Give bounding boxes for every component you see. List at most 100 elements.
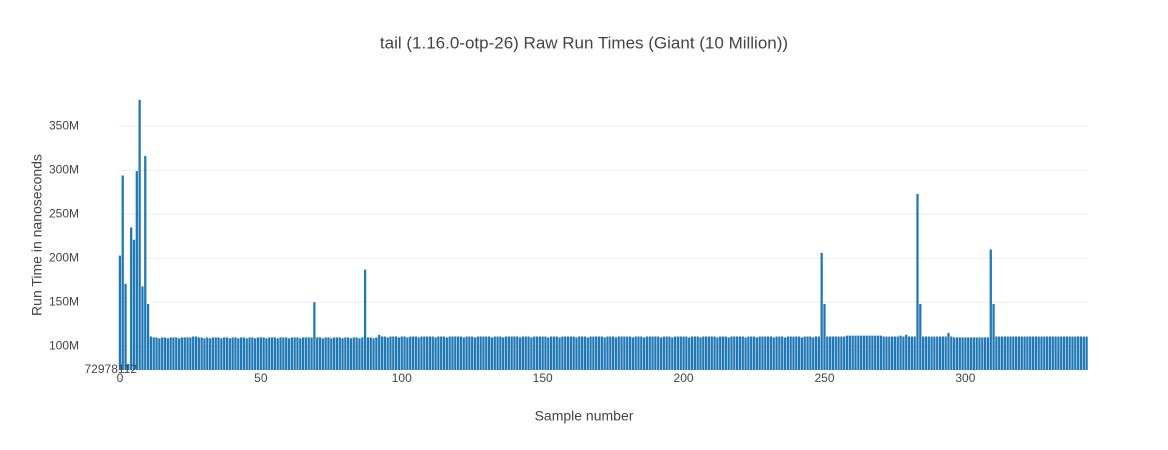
bar [299, 338, 302, 370]
y-tick-label: 150M [49, 294, 79, 308]
bar [437, 336, 440, 370]
bar [899, 335, 902, 370]
bar [955, 337, 959, 370]
bar [631, 337, 634, 370]
bar [366, 337, 370, 370]
bar [417, 337, 420, 370]
bar [1065, 336, 1068, 370]
bar [885, 336, 888, 370]
bar [1074, 336, 1077, 370]
bar [693, 336, 696, 370]
bar [231, 337, 234, 370]
bar [806, 336, 809, 370]
bar [775, 336, 778, 370]
bar [270, 337, 274, 370]
bar [580, 336, 584, 370]
bar [1071, 336, 1074, 370]
bar [1000, 336, 1004, 370]
bar [1060, 336, 1063, 370]
x-tick-label: 100 [392, 371, 412, 385]
bar [1006, 336, 1009, 370]
bar [138, 99, 141, 370]
bar [876, 335, 880, 370]
bar [905, 334, 908, 370]
bar [637, 336, 640, 370]
bar [313, 302, 316, 370]
bar [1034, 336, 1037, 370]
bar [200, 337, 203, 370]
bar [389, 336, 392, 370]
bar [1015, 336, 1018, 370]
bar [978, 337, 981, 370]
bar [214, 337, 217, 370]
bar [293, 337, 296, 370]
bar [1003, 336, 1006, 370]
bar [1040, 336, 1043, 370]
bar [194, 336, 198, 370]
bar [166, 338, 169, 370]
bar [192, 336, 195, 370]
bar [471, 336, 474, 370]
bar [871, 335, 874, 370]
bar [910, 336, 913, 370]
bar [127, 363, 130, 370]
tick-labels: 72978112 100M 150M 200M 250M 300M 350M 0 50 100 15… [49, 118, 976, 385]
bar [913, 336, 916, 370]
bar [848, 335, 851, 370]
bar [623, 336, 626, 370]
bar [628, 336, 632, 370]
bar [834, 336, 837, 370]
bar [1037, 336, 1040, 370]
bar [783, 337, 787, 370]
bar [425, 336, 429, 370]
bar [445, 337, 448, 370]
bar [217, 337, 220, 370]
bar [809, 336, 812, 370]
bar [882, 336, 885, 370]
bar [789, 336, 792, 370]
bar [879, 335, 882, 370]
bar [248, 337, 251, 370]
bar [538, 336, 541, 370]
bar [268, 337, 271, 370]
bar [490, 337, 494, 370]
bar [812, 337, 815, 370]
bar [735, 336, 739, 370]
bar [766, 336, 770, 370]
bar [569, 336, 572, 370]
bar [465, 336, 468, 370]
y-tick-label: 250M [49, 206, 79, 220]
bar [132, 239, 136, 370]
bar [778, 336, 781, 370]
bar [1046, 336, 1049, 370]
bar [938, 336, 942, 370]
bar [341, 338, 344, 370]
bar [1082, 336, 1085, 370]
bar [141, 286, 144, 370]
bar [189, 337, 192, 370]
bar [924, 336, 928, 370]
bar [423, 336, 426, 370]
bar [961, 337, 964, 370]
bar [496, 336, 499, 370]
bar [493, 336, 496, 370]
bar [786, 336, 789, 370]
bar [600, 336, 603, 370]
bar [564, 336, 567, 370]
bar [203, 338, 206, 370]
bar [1012, 336, 1015, 370]
bar [516, 336, 519, 370]
bar [747, 336, 750, 370]
bar [521, 336, 525, 370]
bar [468, 336, 471, 370]
bar [668, 336, 671, 370]
bar [916, 193, 919, 370]
bar [795, 336, 798, 370]
bar [676, 336, 680, 370]
bar [738, 336, 742, 370]
bar [349, 338, 353, 370]
bar [206, 337, 209, 370]
bar [442, 336, 446, 370]
bar [282, 337, 285, 370]
